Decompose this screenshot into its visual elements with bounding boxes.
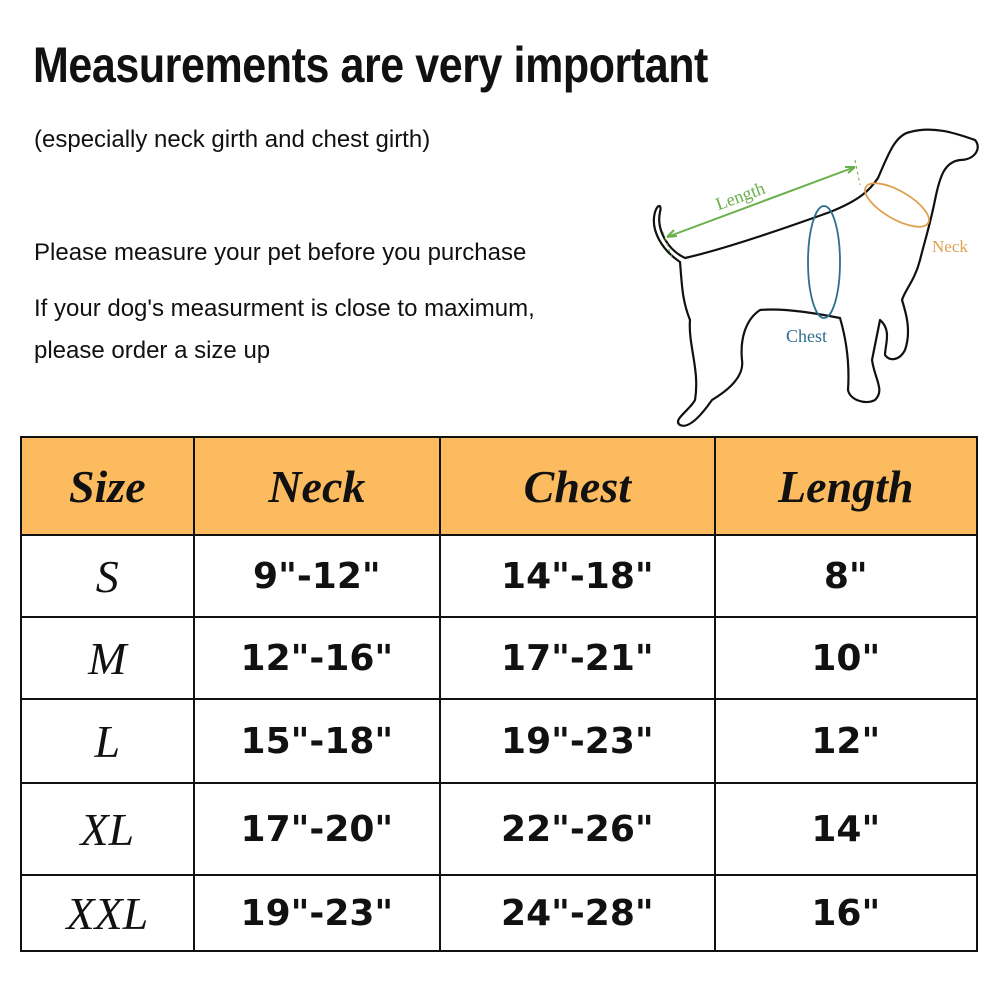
neck-cell: 15"-18" <box>192 698 442 784</box>
chest-cell: 17"-21" <box>439 616 716 700</box>
length-arrow <box>666 166 856 238</box>
length-cell: 8" <box>713 534 979 618</box>
size-cell: XL <box>20 782 195 876</box>
header-length: Length <box>713 436 979 536</box>
note-close-max: If your dog's measurment is close to max… <box>34 295 535 322</box>
table-row: XXL 19"-23" 24"-28" 16" <box>20 874 979 952</box>
size-cell: XXL <box>20 874 195 952</box>
neck-cell: 17"-20" <box>192 782 442 876</box>
chest-cell: 22"-26" <box>439 782 716 876</box>
chest-cell: 14"-18" <box>439 534 716 618</box>
chest-cell: 24"-28" <box>439 874 716 952</box>
neck-cell: 9"-12" <box>192 534 442 618</box>
length-cell: 10" <box>713 616 979 700</box>
neck-cell: 12"-16" <box>192 616 442 700</box>
table-row: S 9"-12" 14"-18" 8" <box>20 534 979 618</box>
note-measure: Please measure your pet before you purch… <box>34 239 527 266</box>
dog-outline <box>652 128 979 427</box>
header-neck: Neck <box>192 436 442 536</box>
subtitle: (especially neck girth and chest girth) <box>34 126 431 153</box>
size-table: Size Neck Chest Length S 9"-12" 14"-18" … <box>20 436 979 952</box>
neck-cell: 19"-23" <box>192 874 442 952</box>
chest-label: Chest <box>786 326 827 346</box>
neck-girth-ring <box>864 182 930 228</box>
chest-girth-ring <box>807 205 841 319</box>
size-cell: M <box>20 616 195 700</box>
table-row: L 15"-18" 19"-23" 12" <box>20 698 979 784</box>
length-cell: 12" <box>713 698 979 784</box>
header-chest: Chest <box>439 436 716 536</box>
header-size: Size <box>20 436 195 536</box>
size-cell: L <box>20 698 195 784</box>
note-size-up: please order a size up <box>34 337 271 364</box>
size-cell: S <box>20 534 195 618</box>
page-title: Measurements are very important <box>33 37 708 93</box>
length-cell: 16" <box>713 874 979 952</box>
dog-measurement-diagram: Length Neck Chest <box>652 128 979 427</box>
table-header-row: Size Neck Chest Length <box>20 436 979 536</box>
length-cell: 14" <box>713 782 979 876</box>
chest-cell: 19"-23" <box>439 698 716 784</box>
neck-label: Neck <box>932 237 968 256</box>
table-row: M 12"-16" 17"-21" 10" <box>20 616 979 700</box>
table-row: XL 17"-20" 22"-26" 14" <box>20 782 979 876</box>
